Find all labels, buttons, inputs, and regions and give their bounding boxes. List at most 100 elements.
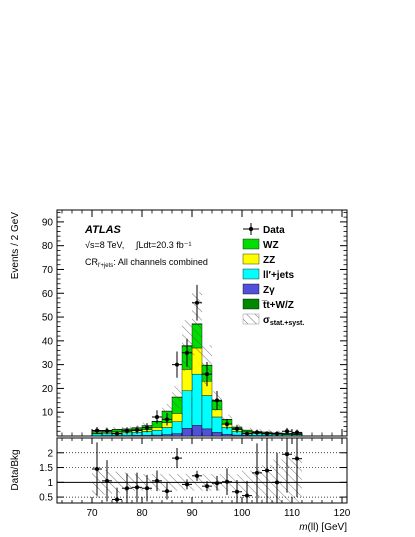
legend-label: ll′+jets: [263, 270, 294, 281]
data-point: [165, 417, 169, 422]
legend: Data WZ ZZ ll′+jets Zγ t̅t+W/Z σstat.+syst.: [242, 223, 304, 327]
data-point: [95, 428, 99, 433]
stack-bar: [181, 428, 193, 437]
ratio-point: [105, 478, 109, 483]
ratio-y-tick-label: 0.5: [39, 493, 53, 504]
stack-bar: [211, 416, 223, 433]
ratio-y-axis-label: Data/Bkg: [10, 449, 21, 490]
ratio-point: [185, 482, 189, 487]
y-tick-label: 60: [42, 289, 54, 300]
legend-label: WZ: [263, 240, 279, 251]
data-point: [125, 428, 129, 433]
ratio-reference-lines: [57, 452, 347, 498]
ratio-point: [125, 486, 129, 491]
data-point: [105, 429, 109, 434]
stack-bar: [201, 428, 213, 437]
data-points: [92, 284, 302, 436]
stack-bar: [181, 369, 193, 391]
atlas-label: ATLAS: [84, 224, 122, 236]
x-tick-label: 80: [136, 508, 148, 519]
stack-bar: [161, 434, 173, 437]
ratio-point: [265, 468, 269, 473]
ratio-point: [165, 489, 169, 494]
energy-label: √s=8 TeV,: [85, 240, 124, 250]
region-label: CRl′+jets: All channels combined: [85, 257, 208, 269]
data-point: [145, 425, 149, 430]
y-tick-label: 30: [42, 360, 54, 371]
legend-label: t̅t+W/Z: [262, 299, 294, 311]
stack-bar: [171, 413, 183, 422]
data-point: [195, 300, 199, 305]
stack-bar: [181, 390, 193, 429]
region-tail: : All channels combined: [113, 257, 208, 267]
stack-bar: [221, 434, 233, 437]
x-axis-label-rest: (ll) [GeV]: [308, 522, 348, 533]
data-point: [215, 398, 219, 403]
stack-bar: [211, 432, 223, 437]
ratio-y-tick-label: 1.5: [39, 463, 53, 474]
ratio-axes: 0.5 1 1.5 2 70 80 90 100 110 120: [39, 438, 351, 519]
data-point: [135, 428, 139, 433]
ratio-point: [245, 493, 249, 498]
stack-bar: [171, 421, 183, 434]
stack-bar: [151, 430, 163, 436]
ratio-point: [225, 479, 229, 484]
ratio-point: [285, 452, 289, 457]
data-point: [175, 362, 179, 367]
y-tick-label: 10: [42, 408, 54, 419]
data-point: [255, 430, 259, 435]
data-point: [205, 372, 209, 377]
ratio-points: [92, 438, 302, 503]
legend-swatch: [242, 298, 260, 310]
stack-bar: [171, 433, 183, 437]
data-point: [295, 430, 299, 435]
ratio-point: [195, 473, 199, 478]
data-point: [265, 431, 269, 436]
stack-bar: [211, 409, 223, 418]
lumi-label: ∫Ldt=20.3 fb⁻¹: [135, 240, 192, 250]
stack-bar: [151, 427, 163, 431]
uncertainty-bin: [192, 292, 202, 356]
ratio-point: [95, 467, 99, 472]
x-tick-label: 120: [334, 508, 351, 519]
ratio-point: [175, 456, 179, 461]
ratio-point: [255, 470, 259, 475]
x-tick-label: 100: [234, 508, 251, 519]
data-point: [285, 429, 289, 434]
legend-label-subscript: stat.+syst.: [270, 320, 304, 327]
x-axis-label-italic: m: [299, 522, 307, 533]
ratio-y-tick-label: 1: [47, 478, 53, 489]
legend-label: Data: [263, 225, 285, 236]
x-tick-label: 90: [186, 508, 198, 519]
y-tick-label: 50: [42, 313, 54, 324]
data-point: [155, 414, 159, 419]
stack-bar: [201, 395, 213, 430]
y-tick-label: 40: [42, 336, 54, 347]
y-tick-label: 70: [42, 265, 54, 276]
data-point: [245, 431, 249, 436]
ratio-point: [295, 456, 299, 461]
x-tick-label: 110: [284, 508, 300, 519]
legend-swatch: [242, 283, 260, 295]
stack-bar: [161, 427, 173, 435]
ratio-point: [155, 478, 159, 483]
uncertainty-bin: [172, 386, 182, 408]
legend-label: σstat.+syst.: [263, 315, 304, 327]
legend-hatch-swatch: [242, 313, 260, 325]
data-point: [225, 422, 229, 427]
ratio-point: [135, 485, 139, 490]
legend-label: ZZ: [263, 255, 275, 266]
ratio-y-tick-label: 2: [47, 448, 53, 459]
ratio-point: [275, 480, 279, 485]
uncertainty-bin: [242, 427, 252, 433]
ratio-point: [205, 484, 209, 489]
y-tick-label: 80: [42, 241, 54, 252]
uncertainty-bin: [162, 404, 172, 419]
data-point: [115, 431, 119, 436]
region-sub: l′+jets: [98, 263, 113, 269]
legend-swatch: [242, 238, 260, 250]
ratio-point: [235, 489, 239, 494]
stack-bar: [91, 433, 103, 436]
ratio-point: [115, 497, 119, 502]
